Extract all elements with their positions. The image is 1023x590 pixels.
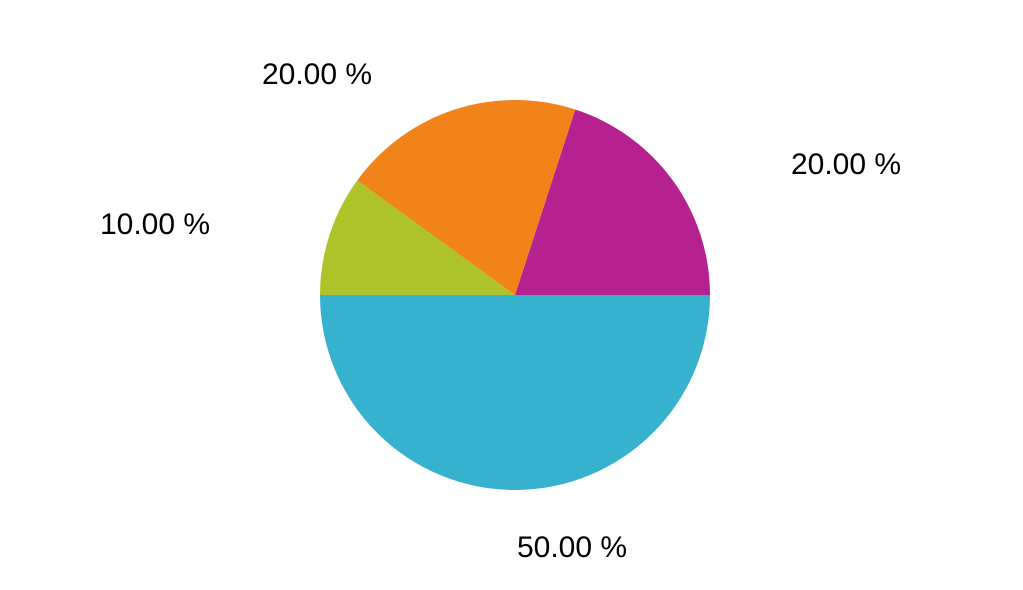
- pie-slice-label-2: 10.00 %: [100, 210, 210, 240]
- pie-slice-label-1: 50.00 %: [517, 533, 627, 563]
- pie-slice-label-0: 20.00 %: [791, 150, 901, 180]
- pie-chart-svg: [0, 0, 1023, 590]
- pie-chart-container: 20.00 % 50.00 % 10.00 % 20.00 %: [0, 0, 1023, 590]
- pie-slice-label-3: 20.00 %: [262, 60, 372, 90]
- pie-slice-1: [320, 295, 710, 490]
